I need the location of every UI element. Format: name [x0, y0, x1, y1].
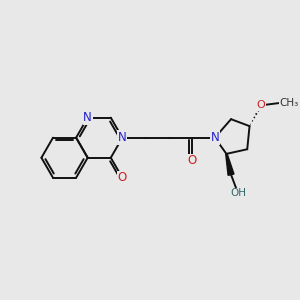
Polygon shape	[226, 154, 234, 175]
Text: N: N	[83, 111, 92, 124]
Text: O: O	[257, 100, 266, 110]
Text: O: O	[118, 171, 127, 184]
Text: N: N	[118, 131, 127, 144]
Text: OH: OH	[230, 188, 246, 198]
Text: O: O	[187, 154, 196, 167]
Text: CH₃: CH₃	[280, 98, 299, 108]
Text: N: N	[211, 131, 219, 144]
